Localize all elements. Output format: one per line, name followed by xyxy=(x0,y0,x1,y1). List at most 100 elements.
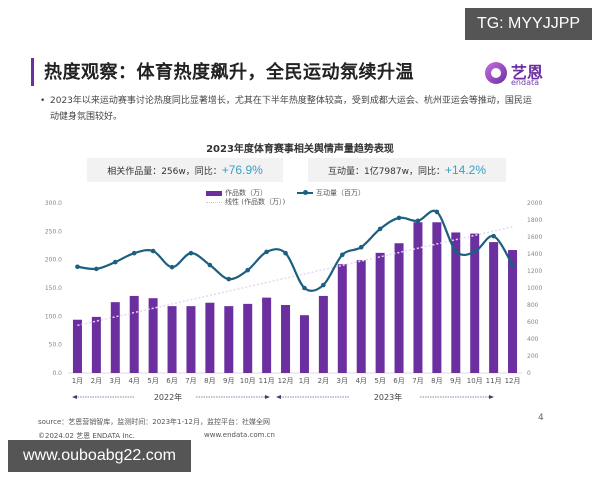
line-marker xyxy=(302,285,307,291)
y-tick-right: 1800 xyxy=(527,217,542,224)
line-marker xyxy=(453,248,459,254)
kpi-interactions-label: 互动量：1亿7987w，同比： xyxy=(327,167,445,177)
bar xyxy=(508,250,518,373)
month-label: 12月 xyxy=(505,377,521,385)
month-label: 10月 xyxy=(467,377,483,385)
month-label: 4月 xyxy=(128,377,139,385)
logo-icon xyxy=(485,62,507,84)
month-label: 3月 xyxy=(337,377,348,385)
logo-en: endata xyxy=(511,78,540,87)
y-tick-right: 200 xyxy=(527,353,539,360)
line-marker xyxy=(415,218,421,224)
month-label: 5月 xyxy=(147,377,158,385)
bar xyxy=(91,316,101,373)
legend-bar-swatch xyxy=(206,190,222,196)
y-tick-left: 150.0 xyxy=(45,285,62,292)
line-marker xyxy=(283,250,288,256)
month-label: 6月 xyxy=(393,377,404,385)
y-tick-right: 400 xyxy=(527,336,539,343)
year-brackets: 2022年 2023年 xyxy=(72,392,494,402)
line-marker xyxy=(226,276,232,282)
bar xyxy=(186,306,196,373)
bar xyxy=(243,303,253,373)
y-tick-right: 1600 xyxy=(527,234,542,241)
y-tick-right: 800 xyxy=(527,302,539,309)
month-label: 10月 xyxy=(240,377,256,385)
year-2023-label: 2023年 xyxy=(374,392,402,402)
y-tick-left: 100.0 xyxy=(45,313,62,320)
bar xyxy=(148,298,158,373)
bar xyxy=(375,252,385,373)
legend-bar-label: 作品数（万） xyxy=(225,189,267,197)
line-marker xyxy=(112,259,118,265)
page-title: 热度观察：体育热度飙升，全民运动氛续升温 xyxy=(44,62,414,83)
line-marker xyxy=(321,282,326,288)
legend-bar: 作品数（万） xyxy=(206,188,267,198)
kpi-works-label: 相关作品量：256w，同比： xyxy=(107,167,222,177)
bar xyxy=(432,222,442,373)
month-label: 9月 xyxy=(450,377,461,385)
line-markers xyxy=(75,209,515,291)
y-tick-left: 0.0 xyxy=(52,370,62,377)
arrow-left-icon xyxy=(72,395,77,399)
month-label: 1月 xyxy=(72,377,83,385)
y-tick-right: 2000 xyxy=(527,200,542,207)
y-tick-right: 1200 xyxy=(527,268,542,275)
month-label: 11月 xyxy=(486,377,502,385)
y-tick-left: 50.0 xyxy=(49,342,63,349)
arrow-left-icon xyxy=(276,395,281,399)
footer-copyright: ©2024.02 艺恩 ENDATA Inc. xyxy=(38,432,135,440)
month-label: 5月 xyxy=(374,377,385,385)
month-label: 7月 xyxy=(185,377,196,385)
kpi-interactions: 互动量：1亿7987w，同比：+14.2% xyxy=(308,158,506,182)
line-marker xyxy=(434,209,440,215)
bar xyxy=(205,302,215,373)
month-label: 6月 xyxy=(166,377,177,385)
bar xyxy=(451,232,461,373)
month-label: 9月 xyxy=(223,377,234,385)
watermark-top: TG: MYYJJPP xyxy=(465,8,592,40)
trendline xyxy=(77,226,513,327)
legend-trend-swatch xyxy=(206,201,222,203)
bullet-dot: • xyxy=(40,96,46,106)
interaction-line xyxy=(77,209,514,292)
y-tick-right: 600 xyxy=(527,319,539,326)
line-marker xyxy=(94,266,99,272)
bar xyxy=(262,297,272,373)
bar xyxy=(299,315,309,373)
month-label: 8月 xyxy=(431,377,442,385)
line-marker xyxy=(131,250,137,256)
bar xyxy=(167,306,177,373)
y-tick-left: 200.0 xyxy=(45,257,62,264)
month-label: 11月 xyxy=(259,377,275,385)
endata-logo: 艺恩 endata xyxy=(485,60,555,90)
footer-source: source：艺恩营销智库，监测时间：2023年1-12月，监控平台：社媒全网 xyxy=(38,418,270,426)
month-label: 4月 xyxy=(355,377,366,385)
arrow-right-icon xyxy=(265,395,270,399)
page-number: 4 xyxy=(538,413,544,423)
kpi-works: 相关作品量：256w，同比：+76.9% xyxy=(87,158,283,182)
month-label: 1月 xyxy=(299,377,310,385)
bar xyxy=(470,233,480,373)
bar xyxy=(318,295,328,373)
y-tick-right: 0 xyxy=(527,370,531,377)
bullet-body: 2023年以来运动赛事讨论热度同比显著增长，尤其在下半年热度整体较高，受到成都大… xyxy=(50,96,532,122)
footer-website[interactable]: www.endata.com.cn xyxy=(204,431,275,439)
month-label: 2月 xyxy=(91,377,102,385)
bar xyxy=(337,264,347,373)
logo-cn: 艺恩 xyxy=(511,63,544,82)
month-label: 8月 xyxy=(204,377,215,385)
month-label: 7月 xyxy=(412,377,423,385)
line-marker xyxy=(150,248,156,254)
y-tick-right: 1000 xyxy=(527,285,542,292)
line-marker xyxy=(169,264,175,270)
legend-line: 互动量（百万） xyxy=(297,188,365,198)
line-marker xyxy=(207,262,213,268)
legend-trend: 线性 (作品数（万）) xyxy=(206,197,285,207)
bar xyxy=(394,243,404,373)
line-marker xyxy=(510,262,515,268)
bar xyxy=(224,306,234,373)
month-label: 12月 xyxy=(278,377,294,385)
chart-title: 2023年度体育赛事相关舆情声量趋势表现 xyxy=(206,144,394,155)
